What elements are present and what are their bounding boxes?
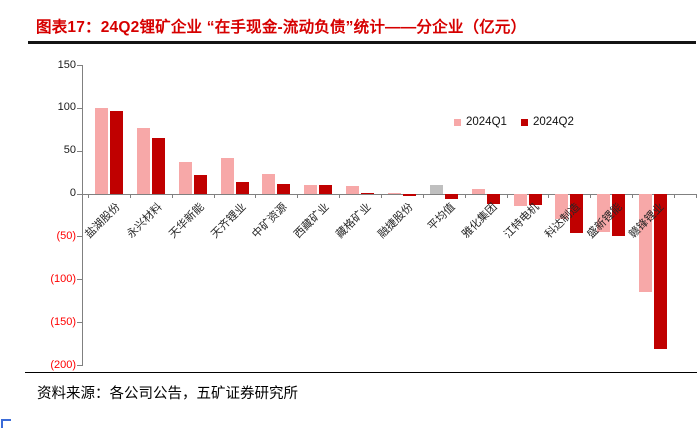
figure-title: 图表17：24Q2锂矿企业 “在手现金-流动负债”统计——分企业（亿元） [36,19,527,36]
source-note: 资料来源：各公司公告，五矿证券研究所 [37,386,298,402]
bar-s1-c8 [444,193,458,199]
bar-s0-c2 [178,161,192,194]
bar-s0-c0 [94,107,108,194]
x-axis-tick [255,194,257,198]
category-label-text: 天华新能 [166,201,207,241]
bar-s0-c3 [220,157,234,194]
legend-item-2024q1: 2024Q1 [454,116,507,128]
bar-s1-c9 [486,193,500,204]
y-axis-tick-label: 0 [69,187,76,200]
bar-s1-c13 [654,193,668,349]
x-axis-tick [464,194,466,198]
bar-s1-c7 [402,193,416,197]
y-axis-tick-label: (150) [50,315,76,328]
page-edge-artifact [1,419,11,428]
y-axis-tick-label: (100) [50,272,76,285]
x-axis-tick [422,194,424,198]
x-axis-tick [213,194,215,198]
y-axis-tick [77,150,82,152]
y-axis-tick [77,107,82,109]
y-axis-line [82,65,83,367]
bar-s0-c11 [555,193,569,220]
x-axis-tick [88,194,89,198]
bar-s1-c10 [528,193,542,205]
category-label-text: 天齐锂业 [208,201,249,241]
bar-s1-c12 [612,193,626,236]
bar-s1-c6 [361,192,375,194]
y-axis-tick [77,236,82,238]
x-axis-tick [506,194,508,198]
y-axis-tick-label: (50) [56,229,76,242]
x-axis-tick [339,194,341,198]
bar-s1-c11 [570,193,584,234]
bar-s1-c3 [235,181,249,194]
y-axis-tick-label: 100 [57,101,76,114]
bar-s0-c13 [639,193,653,293]
bar-s0-c5 [304,185,318,194]
x-axis-tick [171,194,173,198]
title-divider [28,41,696,44]
x-axis-tick [381,194,382,198]
legend-label-2024q1: 2024Q1 [466,116,507,128]
category-label-text: 平均值 [425,201,458,233]
category-label-text: 永兴材料 [124,201,165,241]
bar-s1-c4 [277,184,291,194]
y-axis-tick-label: (200) [50,358,76,371]
bar-s0-c6 [346,185,360,194]
y-axis-tick [77,322,82,324]
category-label-text: 盐湖股份 [82,201,123,241]
x-axis-tick [129,194,131,198]
y-axis-tick [77,279,82,281]
category-label-text: 雅化集团 [459,201,500,241]
x-axis-tick [548,194,550,198]
bar-s1-c5 [319,185,333,194]
x-axis-line [82,194,697,195]
y-axis-tick [77,193,82,195]
x-axis-tick [632,194,634,198]
bar-s1-c1 [151,137,165,194]
y-axis-tick [77,65,82,67]
category-label-text: 中矿资源 [250,201,290,241]
bar-s0-c1 [136,127,150,194]
figure-bottom-divider [25,372,697,373]
bar-s0-c10 [513,193,527,207]
category-label-text: 西藏矿业 [292,201,332,241]
bar-s0-c9 [471,189,485,194]
legend-label-2024q2: 2024Q2 [532,116,574,128]
x-axis-tick [297,194,299,198]
legend-swatch-2024q1 [454,118,461,126]
y-axis-tick-label: 150 [57,58,76,71]
category-label-text: 藏格矿业 [334,201,374,241]
category-label-text: 融捷股份 [375,201,416,241]
y-axis-tick-label: 50 [63,144,76,157]
bar-s0-c8 [429,185,443,194]
bar-s0-c12 [597,193,611,233]
x-axis-tick [674,194,675,198]
x-axis-end-tick [696,194,697,198]
y-axis-tick [77,365,82,367]
bar-s1-c2 [193,174,207,194]
chart-legend: 2024Q1 2024Q2 [454,116,574,128]
legend-item-2024q2: 2024Q2 [520,116,574,128]
x-axis-tick [590,194,592,198]
bar-s0-c4 [262,173,276,194]
bar-s1-c0 [109,111,123,194]
legend-swatch-2024q2 [520,118,528,126]
